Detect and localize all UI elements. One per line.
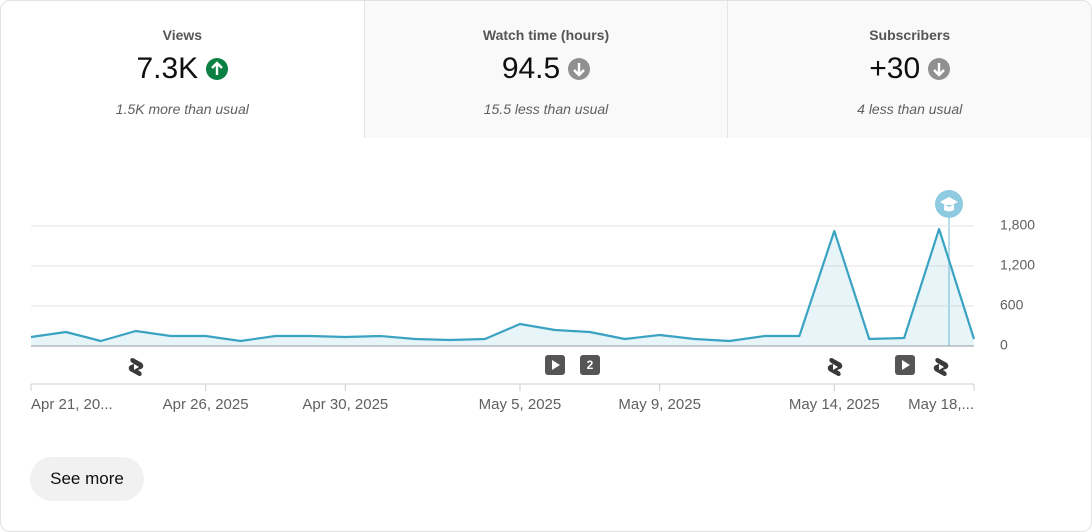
metric-value-row: 94.5	[365, 49, 728, 89]
x-tick-label: Apr 26, 2025	[163, 396, 249, 413]
see-more-button[interactable]: See more	[30, 457, 144, 501]
metric-note: 15.5 less than usual	[483, 101, 609, 117]
y-tick-label: 0	[1000, 337, 1008, 353]
metric-value: +30	[869, 52, 921, 85]
cap-icon	[940, 197, 958, 212]
badge-count: 2	[587, 358, 594, 372]
metric-tabs: Views 7.3K 1.5K more than usual Watch time …	[1, 1, 1091, 138]
series-area	[31, 229, 974, 346]
x-tick-label: May 9, 2025	[618, 396, 701, 413]
series-line	[30, 227, 976, 343]
metric-label: Views	[162, 27, 203, 43]
trend-arrow	[933, 63, 945, 77]
metric-value-row: 7.3K	[1, 49, 364, 89]
x-tick-label: May 14, 2025	[789, 396, 880, 413]
metric-tab[interactable]: Watch time (hours) 94.5 15.5 less than usu…	[363, 1, 728, 138]
metric-label: Watch time (hours)	[482, 27, 610, 43]
y-tick-label: 1,800	[1000, 217, 1035, 233]
x-tick-label: Apr 21, 20...	[31, 396, 113, 413]
x-tick-label: May 18,...	[908, 396, 974, 413]
metric-tab[interactable]: Subscribers +30 4 less than usual	[727, 1, 1091, 138]
trend-arrow	[211, 61, 224, 75]
y-tick-label: 600	[1000, 297, 1024, 313]
x-tick-label: May 5, 2025	[479, 396, 562, 413]
metric-note: 4 less than usual	[857, 101, 963, 117]
x-tick-label: Apr 30, 2025	[302, 396, 388, 413]
video-icon	[545, 355, 565, 375]
metric-tab[interactable]: Views 7.3K 1.5K more than usual	[1, 1, 364, 138]
shorts-icon	[827, 358, 843, 376]
metric-value-row: +30	[728, 49, 1091, 89]
trend-icon	[206, 58, 229, 80]
metric-note: 1.5K more than usual	[115, 101, 249, 117]
shorts-icon	[933, 358, 949, 376]
trend-icon	[568, 58, 591, 80]
shorts-icon	[128, 358, 144, 376]
count-badge	[580, 355, 600, 375]
metric-value: 94.5	[501, 52, 561, 85]
trend-icon	[928, 58, 951, 80]
metric-value: 7.3K	[136, 52, 199, 85]
y-tick-label: 1,200	[1000, 257, 1035, 273]
trend-arrow	[573, 63, 586, 77]
metric-label: Subscribers	[869, 27, 951, 43]
video-icon	[895, 355, 915, 375]
